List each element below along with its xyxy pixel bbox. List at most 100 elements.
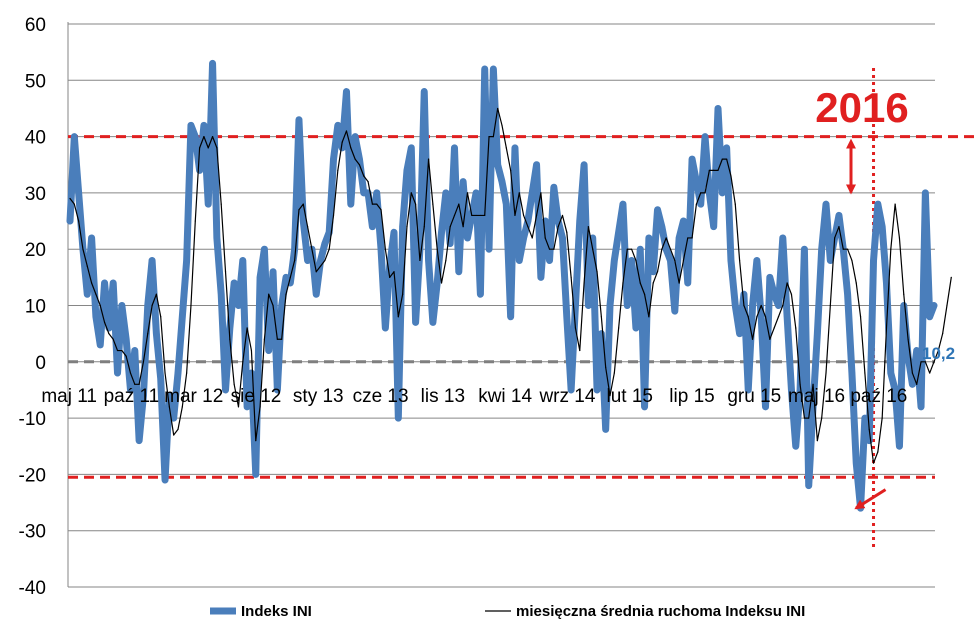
indeks-ini-point	[494, 161, 501, 168]
indeks-ini-point	[421, 88, 428, 95]
indeks-ini-point	[382, 324, 389, 332]
indeks-ini-point	[624, 302, 631, 309]
moving-average-point	[872, 462, 875, 464]
moving-average-point	[734, 203, 736, 205]
moving-average-point	[129, 372, 132, 374]
indeks-ini-point	[529, 189, 536, 197]
moving-average-point	[613, 372, 615, 374]
moving-average-point	[553, 248, 555, 250]
moving-average-point	[777, 316, 780, 318]
indeks-ini-point	[628, 257, 635, 264]
y-axis-ticks: 60 50 40 30 20 10 0 -10 -20 -30 -40	[19, 15, 46, 599]
moving-average-point	[566, 231, 568, 233]
indeks-ini-point	[291, 246, 298, 253]
indeks-ini-point	[853, 459, 860, 467]
indeks-ini-point	[434, 279, 441, 287]
indeks-ini-point	[658, 223, 666, 230]
moving-average-point	[631, 248, 633, 250]
indeks-ini-point	[926, 313, 933, 320]
moving-average-point	[877, 451, 879, 453]
moving-average-point	[173, 434, 175, 436]
y-tick-label: 20	[25, 240, 46, 261]
moving-average-point	[803, 417, 806, 419]
moving-average-point	[842, 248, 844, 250]
indeks-ini-point	[153, 330, 160, 337]
indeks-ini-point	[727, 257, 735, 264]
indeks-ini-point	[183, 257, 190, 264]
moving-average-point	[544, 237, 546, 239]
indeks-ini-point	[878, 223, 886, 230]
moving-average-point	[721, 158, 723, 160]
moving-average-point	[795, 327, 797, 329]
x-tick-label: cze 13	[353, 386, 409, 407]
indeks-ini-point	[455, 268, 462, 275]
indeks-ini-point	[559, 234, 566, 242]
moving-average-point	[402, 293, 404, 295]
moving-average-point	[527, 226, 529, 228]
moving-average-point	[782, 304, 784, 307]
indeks-ini-point	[485, 246, 493, 253]
moving-average-point	[142, 361, 145, 363]
moving-average-point	[78, 220, 80, 222]
x-tick-label: lis 13	[421, 386, 465, 407]
indeks-ini-point	[464, 234, 471, 242]
indeks-ini-point	[196, 167, 203, 174]
moving-average-point	[700, 192, 702, 194]
low-point-arrow-annotation	[854, 488, 887, 510]
indeks-ini-point	[256, 274, 264, 281]
indeks-ini-point	[97, 341, 104, 349]
moving-average-point	[69, 197, 71, 200]
moving-average-point	[112, 338, 114, 340]
indeks-ini-point	[766, 274, 774, 281]
indeks-ini-point	[127, 386, 134, 394]
indeks-ini-point	[261, 246, 268, 253]
indeks-ini-point	[498, 178, 506, 185]
moving-average-point	[579, 349, 581, 352]
moving-average-point	[406, 226, 408, 228]
indeks-ini-point	[148, 257, 156, 264]
indeks-ini-point	[688, 155, 696, 163]
indeks-ini-point	[606, 302, 614, 309]
moving-average-point	[739, 259, 741, 262]
indeks-ini-point	[174, 369, 182, 377]
indeks-ini-point	[278, 302, 285, 309]
moving-average-point	[86, 265, 88, 267]
moving-average-point	[790, 293, 793, 295]
legend-label-indeks-ini: Indeks INI	[241, 603, 312, 620]
indeks-ini-point	[576, 217, 583, 225]
indeks-ini-point	[235, 302, 242, 309]
indeks-ini-point	[135, 437, 143, 444]
indeks-ini-point	[490, 65, 497, 73]
indeks-ini-point	[243, 403, 251, 411]
indeks-ini-point	[403, 167, 411, 174]
moving-average-point	[903, 293, 905, 295]
moving-average-point	[929, 372, 931, 374]
moving-average-point	[216, 147, 218, 149]
moving-average-point	[898, 237, 901, 239]
indeks-ini-point	[377, 246, 385, 253]
indeks-ini-point	[788, 386, 795, 394]
indeks-ini-point	[792, 443, 799, 450]
indeks-ini-point	[179, 313, 186, 320]
indeks-ini-point	[282, 274, 290, 281]
indeks-ini-point	[343, 88, 350, 95]
moving-average-point	[618, 327, 620, 329]
indeks-ini-point	[192, 133, 199, 140]
x-tick-label: maj 11	[41, 386, 97, 407]
moving-average-point	[311, 248, 313, 250]
indeks-ini-point	[654, 206, 661, 213]
moving-average-point	[108, 333, 110, 335]
moving-average-point	[868, 428, 870, 430]
indeks-ini-point	[645, 234, 653, 242]
indeks-ini-point	[239, 257, 246, 264]
indeks-ini-point	[157, 375, 164, 382]
moving-average-point	[203, 136, 205, 138]
x-tick-label: kwi 14	[478, 386, 532, 407]
moving-average-point	[350, 147, 352, 149]
moving-average-point	[397, 316, 399, 318]
y-tick-label: 10	[25, 297, 46, 318]
moving-average-point	[924, 361, 926, 363]
indeks-ini-point	[511, 144, 519, 152]
indeks-ini-point	[110, 279, 117, 287]
moving-average-point	[726, 158, 728, 160]
